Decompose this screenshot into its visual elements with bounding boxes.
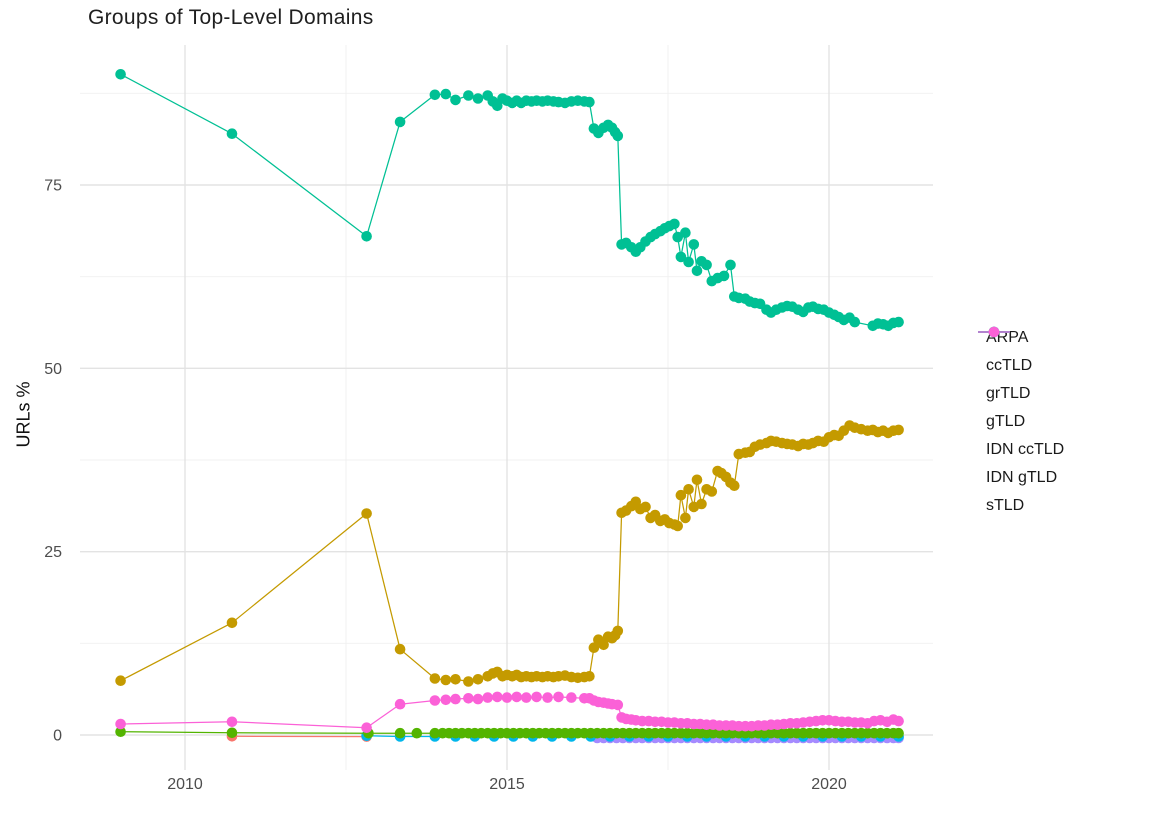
series-point-cctld [588, 642, 600, 653]
series-point-stld [521, 692, 532, 703]
series-point-cctld [226, 617, 238, 629]
series-point-cctld [691, 474, 703, 486]
series-point-stld [394, 698, 406, 710]
legend-label: grTLD [986, 385, 1031, 402]
legend-label: ccTLD [986, 357, 1033, 374]
series-point-stld [482, 692, 494, 703]
series-point-cctld [472, 674, 484, 685]
series-point-gtld [472, 93, 484, 104]
series-point-grtld [226, 727, 238, 739]
series-point-gtld [429, 89, 441, 101]
series-point-cctld [696, 498, 707, 510]
series-point-gtld [849, 316, 861, 328]
y-tick-label: 25 [44, 544, 62, 561]
series-point-gtld [680, 227, 691, 238]
series-point-stld [893, 715, 904, 727]
series-point-gtld [115, 69, 126, 80]
series-point-cctld [675, 489, 687, 501]
series-point-gtld [612, 130, 624, 142]
series-point-grtld [893, 727, 904, 739]
series-point-stld [226, 716, 238, 728]
series-point-gtld [669, 218, 680, 230]
series-point-gtld [683, 256, 694, 268]
series-point-gtld [361, 231, 372, 242]
series-point-cctld [598, 639, 609, 651]
series-point-cctld [640, 501, 651, 513]
series-point-cctld [612, 625, 624, 637]
series-point-grtld [429, 727, 441, 739]
y-tick-label: 75 [44, 178, 62, 195]
chart-title: Groups of Top-Level Domains [88, 6, 374, 29]
series-point-cctld [463, 676, 474, 687]
series-point-stld [566, 692, 577, 703]
legend-label: gTLD [986, 413, 1026, 430]
x-tick-label: 2015 [489, 776, 525, 793]
series-point-stld [531, 691, 542, 703]
legend-item-gtld: gTLD [976, 326, 1064, 436]
legend-item-idn-gtld: IDN gTLD [976, 326, 1064, 492]
legend-item-grtld: grTLD [976, 326, 1064, 408]
x-tick-label: 2020 [811, 776, 847, 793]
series-point-stld [501, 692, 513, 703]
y-tick-label: 0 [53, 728, 62, 745]
series-point-stld [492, 691, 503, 703]
series-point-gtld [691, 265, 703, 277]
series-point-cctld [672, 520, 683, 532]
series-point-stld [472, 693, 484, 705]
series-point-gtld [226, 128, 238, 139]
series-point-cctld [584, 671, 595, 682]
series-point-stld [361, 722, 372, 733]
series-point-stld [553, 691, 564, 703]
series-point-stld [450, 693, 461, 705]
series-point-cctld [115, 675, 126, 686]
series-point-gtld [394, 116, 406, 128]
series-point-stld [612, 699, 624, 711]
series-point-cctld [680, 512, 691, 524]
legend-item-idn-cctld: IDN ccTLD [976, 326, 1065, 464]
series-point-stld [542, 692, 553, 703]
series-point-stld [463, 693, 474, 704]
series-line-gtld [120, 73, 899, 327]
series-point-grtld [115, 726, 126, 737]
series-point-gtld [725, 259, 736, 271]
series-point-stld [440, 694, 452, 706]
series-point-cctld [450, 674, 461, 685]
series-point-gtld [675, 251, 687, 263]
legend-label: IDN ccTLD [986, 441, 1065, 458]
series-point-gtld [701, 259, 712, 271]
x-tick-label: 2010 [167, 776, 203, 793]
series-point-cctld [893, 424, 904, 436]
legend-item-stld: sTLD [976, 326, 1064, 520]
legend-label: sTLD [986, 497, 1025, 514]
series-point-gtld [463, 90, 474, 101]
legend-key-stld-icon [978, 326, 1010, 338]
series-point-gtld [688, 239, 700, 250]
series-point-cctld [361, 508, 372, 519]
series-point-stld [511, 691, 522, 703]
series-point-cctld [729, 480, 740, 492]
series-point-cctld [394, 643, 406, 655]
series-point-gtld [718, 270, 730, 282]
series-point-gtld [492, 100, 503, 112]
series-point-gtld [450, 94, 461, 106]
series-point-cctld [683, 484, 694, 495]
y-tick-label: 50 [44, 361, 62, 378]
series-point-gtld [440, 88, 452, 100]
series-point-grtld [411, 727, 423, 739]
series-point-stld [115, 718, 126, 730]
legend-label: IDN gTLD [986, 469, 1058, 486]
series-point-stld [429, 695, 441, 706]
series-point-gtld [893, 316, 904, 328]
legend: ARPA ccTLD grTLD gTLD IDN ccTLD IDN gTLD sTLD [976, 324, 1064, 520]
series-point-gtld [672, 231, 683, 243]
series-point-cctld [429, 673, 441, 684]
series-point-cctld [440, 674, 452, 686]
legend-item-cctld: ccTLD [976, 326, 1064, 380]
series-point-gtld [584, 96, 595, 108]
series-point-cctld [706, 486, 718, 497]
series-point-grtld [394, 727, 406, 739]
